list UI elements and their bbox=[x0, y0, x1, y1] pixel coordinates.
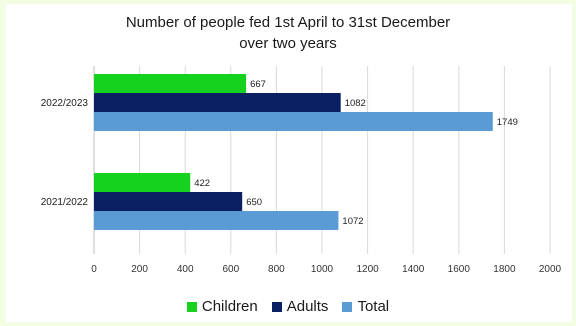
data-label: 667 bbox=[250, 79, 266, 90]
bar-children bbox=[94, 74, 247, 93]
data-label: 1749 bbox=[497, 117, 518, 128]
bar-adults bbox=[94, 93, 341, 112]
x-tick-label: 600 bbox=[222, 264, 239, 275]
legend-swatch bbox=[271, 301, 282, 312]
legend: Children Adults Total bbox=[0, 298, 576, 315]
x-tick-label: 400 bbox=[177, 264, 194, 275]
bar-total bbox=[94, 211, 339, 230]
legend-label: Children bbox=[201, 298, 258, 315]
x-tick-label: 200 bbox=[131, 264, 148, 275]
legend-swatch bbox=[342, 301, 353, 312]
chart-title-line-1: Number of people fed 1st April to 31st D… bbox=[125, 14, 451, 31]
chart-title-line-2: over two years bbox=[239, 35, 337, 52]
data-label: 1072 bbox=[342, 216, 363, 227]
data-label: 1082 bbox=[345, 98, 366, 109]
category-label: 2021/2022 bbox=[41, 197, 89, 208]
legend-swatch bbox=[186, 301, 197, 312]
legend-label: Adults bbox=[286, 298, 329, 315]
bar-adults bbox=[94, 192, 243, 211]
legend-label: Total bbox=[357, 298, 390, 315]
legend-item-adults: Adults bbox=[271, 298, 329, 315]
x-tick-label: 800 bbox=[268, 264, 285, 275]
x-tick-label: 1400 bbox=[402, 264, 425, 275]
chart-area bbox=[6, 4, 572, 322]
data-label: 422 bbox=[194, 178, 210, 189]
x-tick-label: 0 bbox=[91, 264, 97, 275]
legend-item-children: Children bbox=[186, 298, 258, 315]
bar-children bbox=[94, 173, 191, 192]
x-tick-label: 2000 bbox=[539, 264, 562, 275]
legend-item-total: Total bbox=[342, 298, 389, 315]
x-tick-label: 1000 bbox=[311, 264, 334, 275]
data-label: 650 bbox=[246, 197, 262, 208]
x-tick-label: 1200 bbox=[356, 264, 379, 275]
bar-total bbox=[94, 112, 493, 131]
category-label: 2022/2023 bbox=[41, 98, 89, 109]
x-tick-label: 1600 bbox=[448, 264, 471, 275]
x-tick-label: 1800 bbox=[493, 264, 516, 275]
